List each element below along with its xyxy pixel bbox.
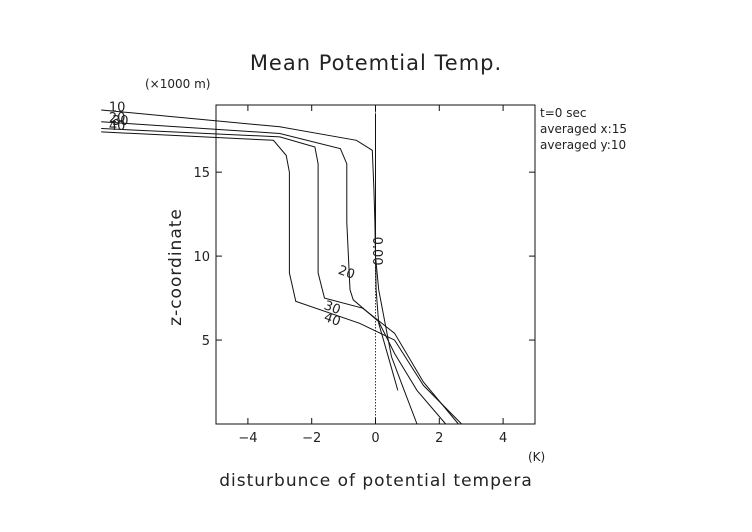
x-tick-label: −2 [302,431,321,446]
contour-label: 0.00 [369,237,384,266]
x-tick-label: 2 [435,431,443,446]
contour-label: 10 [109,101,126,116]
series-line-10 [101,109,418,425]
contour-label: 30 [322,298,343,318]
x-axis-label: disturbunce of potential tempera [219,471,533,491]
info-averaged-x: averaged x:15 [540,122,627,136]
contour-label: 40 [322,310,343,330]
info-averaged-y: averaged y:10 [540,138,626,152]
y-tick-label: 15 [193,166,210,181]
series-line-20 [101,121,447,425]
chart-title: Mean Potemtial Temp. [250,51,502,75]
x-unit-label: (K) [528,450,545,464]
y-axis-label: z-coordinate [166,208,186,326]
y-tick-label: 10 [193,250,210,265]
contour-label: 40 [109,119,126,134]
x-tick-label: −4 [238,431,257,446]
info-box: t=0 sec averaged x:15 averaged y:10 [540,106,627,152]
series-line-00 [375,113,399,391]
contour-label: 20 [336,263,357,283]
x-tick-label: 0 [371,431,379,446]
series-line-40 [101,131,462,425]
info-time: t=0 sec [540,106,586,120]
contour-label: 20 [109,111,126,126]
y-tick-label: 5 [202,334,210,349]
series-layer [101,109,462,425]
series-line-30 [101,128,459,425]
x-tick-label: 4 [499,431,507,446]
contour-label: 30 [112,114,129,129]
y-unit-label: (×1000 m) [145,77,210,91]
axes: −4 −2 0 2 4 5 10 15 [193,104,536,446]
